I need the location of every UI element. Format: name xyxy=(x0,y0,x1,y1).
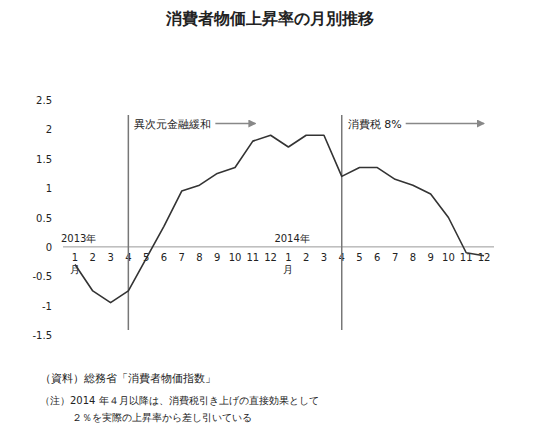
source: （資料）総務省「消費者物価指数」 xyxy=(40,372,216,385)
y-tick-label: 0 xyxy=(46,242,52,253)
x-tick-label: 7 xyxy=(392,252,398,263)
x-tick-label: 10 xyxy=(442,252,455,263)
x-tick-label: 9 xyxy=(214,252,220,263)
event-arrow xyxy=(215,123,255,125)
x-tick-label: 3 xyxy=(107,252,113,263)
x-tick-label: 1月 xyxy=(70,252,80,275)
event-line xyxy=(128,115,130,330)
y-tick-label: 1 xyxy=(46,183,52,194)
x-tick-label: 1月 xyxy=(283,252,293,275)
year-label: 2014年 xyxy=(274,233,309,244)
x-tick-label: 6 xyxy=(374,252,380,263)
x-tick-label: 12 xyxy=(264,252,277,263)
x-tick-label: 6 xyxy=(161,252,167,263)
chart-svg: 消費者物価上昇率の月別推移-1.5-1-0.500.511.522.51月234… xyxy=(0,0,540,435)
x-tick-label: 3 xyxy=(321,252,327,263)
note: （注）2014 年４月以降は、消費税引き上げの直接効果として xyxy=(40,395,319,406)
x-tick-label: 5 xyxy=(356,252,362,263)
event-label: 異次元金融緩和 xyxy=(134,118,211,131)
y-tick-label: -1.5 xyxy=(32,330,52,341)
event-arrow xyxy=(406,123,484,125)
event-line xyxy=(341,115,343,330)
x-tick-label: 2 xyxy=(90,252,96,263)
year-label: 2013年 xyxy=(61,233,96,244)
y-tick-label: -1 xyxy=(42,301,52,312)
x-tick-label: 8 xyxy=(410,252,416,263)
plot-area xyxy=(75,135,484,302)
x-tick-label: 2 xyxy=(303,252,309,263)
chart-container: 消費者物価上昇率の月別推移-1.5-1-0.500.511.522.51月234… xyxy=(0,0,540,435)
x-tick-label: 9 xyxy=(427,252,433,263)
title: 消費者物価上昇率の月別推移 xyxy=(165,9,374,28)
data-line xyxy=(75,135,484,302)
y-tick-label: 2.5 xyxy=(36,95,52,106)
note: ２％を実際の上昇率から差し引いている xyxy=(72,412,252,423)
x-tick-label: 8 xyxy=(196,252,202,263)
y-tick-label: 2 xyxy=(46,124,52,135)
x-tick-label: 11 xyxy=(246,252,259,263)
event-label: 消費税 8% xyxy=(348,118,402,131)
y-tick-label: 1.5 xyxy=(36,154,52,165)
y-tick-label: 0.5 xyxy=(36,213,52,224)
y-tick-label: -0.5 xyxy=(32,271,52,282)
x-tick-label: 7 xyxy=(179,252,185,263)
x-tick-label: 12 xyxy=(478,252,491,263)
x-tick-label: 10 xyxy=(229,252,242,263)
